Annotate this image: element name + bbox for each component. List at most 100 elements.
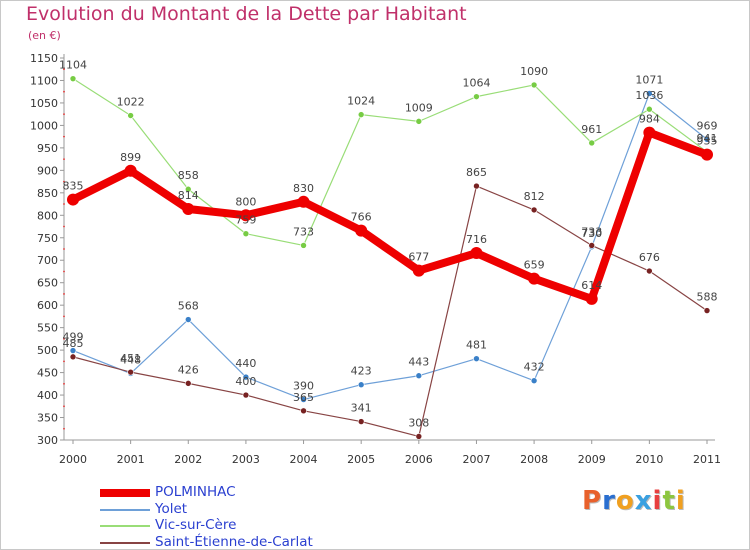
y-tick-label: 1150 bbox=[30, 52, 58, 65]
y-minor-tick bbox=[63, 360, 65, 363]
series-point-2 bbox=[473, 93, 480, 100]
data-label-3: 426 bbox=[178, 363, 199, 376]
data-label-0: 677 bbox=[408, 251, 429, 264]
data-label-3: 865 bbox=[466, 166, 487, 179]
data-label-0: 716 bbox=[466, 233, 487, 246]
y-minor-tick bbox=[63, 68, 65, 71]
y-tick-label: 550 bbox=[37, 322, 58, 335]
y-tick-label: 600 bbox=[37, 299, 58, 312]
series-point-0 bbox=[585, 292, 598, 305]
data-label-2: 1036 bbox=[635, 89, 663, 102]
data-label-1: 440 bbox=[235, 357, 256, 370]
x-tick-label: 2011 bbox=[693, 453, 721, 466]
y-minor-tick bbox=[63, 248, 65, 250]
legend-swatch bbox=[100, 541, 150, 544]
chart-title: Evolution du Montant de la Dette par Hab… bbox=[26, 3, 467, 25]
x-tick-label: 2009 bbox=[578, 453, 606, 466]
series-point-0 bbox=[528, 272, 541, 285]
series-line-0 bbox=[69, 128, 711, 303]
legend-label: Vic-sur-Cère bbox=[155, 517, 237, 533]
data-label-1: 481 bbox=[466, 339, 487, 352]
data-label-3: 588 bbox=[697, 291, 718, 304]
legend-label: POLMINHAC bbox=[155, 484, 236, 500]
data-label-0: 830 bbox=[293, 182, 314, 195]
series-point-0 bbox=[239, 209, 252, 222]
data-label-3: 400 bbox=[235, 375, 256, 388]
data-label-2: 1024 bbox=[347, 95, 375, 108]
y-tick-label: 650 bbox=[37, 277, 58, 290]
data-label-2: 1104 bbox=[59, 59, 87, 72]
data-label-1: 390 bbox=[293, 380, 314, 393]
y-tick-label: 400 bbox=[37, 389, 58, 402]
data-label-1: 499 bbox=[63, 331, 84, 344]
x-tick-label: 2001 bbox=[117, 453, 145, 466]
y-minor-tick bbox=[63, 337, 65, 340]
x-tick-label: 2000 bbox=[59, 453, 87, 466]
data-label-0: 614 bbox=[581, 279, 602, 292]
data-label-1: 1071 bbox=[635, 74, 663, 87]
x-tick-label: 2002 bbox=[174, 453, 202, 466]
series-point-3 bbox=[69, 353, 77, 361]
series-point-1 bbox=[703, 136, 711, 143]
data-label-0: 659 bbox=[524, 259, 545, 272]
data-label-2: 1090 bbox=[520, 65, 548, 78]
series-point-2 bbox=[184, 185, 192, 193]
data-label-0: 899 bbox=[120, 151, 141, 164]
x-tick-label: 2007 bbox=[462, 453, 490, 466]
brand-logo: Proxiti bbox=[582, 486, 686, 516]
data-label-3: 733 bbox=[581, 225, 602, 238]
y-tick-label: 750 bbox=[37, 232, 58, 245]
data-label-1: 730 bbox=[581, 227, 602, 240]
data-label-1: 423 bbox=[351, 365, 372, 378]
data-label-3: 676 bbox=[639, 251, 660, 264]
series-point-0 bbox=[470, 247, 483, 260]
series-point-1 bbox=[530, 377, 538, 384]
series-point-2 bbox=[530, 81, 538, 89]
y-minor-tick bbox=[63, 405, 65, 408]
series-point-3 bbox=[530, 206, 538, 214]
data-label-2: 961 bbox=[581, 123, 602, 136]
data-label-0: 935 bbox=[697, 135, 718, 148]
series-point-1 bbox=[357, 381, 365, 389]
series-point-3 bbox=[646, 267, 653, 275]
series-point-3 bbox=[588, 242, 596, 249]
data-label-2: 1009 bbox=[405, 101, 433, 114]
y-minor-tick bbox=[63, 90, 65, 93]
y-tick-label: 350 bbox=[37, 412, 58, 425]
series-point-2 bbox=[357, 111, 365, 118]
legend-swatch bbox=[100, 508, 150, 511]
y-tick-label: 850 bbox=[37, 187, 58, 200]
data-label-0: 835 bbox=[63, 180, 84, 193]
y-tick-label: 1050 bbox=[30, 97, 58, 110]
data-label-1: 969 bbox=[697, 119, 718, 132]
y-tick-label: 300 bbox=[37, 434, 58, 447]
series-line-1 bbox=[72, 92, 708, 401]
y-minor-tick bbox=[63, 113, 65, 116]
x-tick-label: 2008 bbox=[520, 453, 548, 466]
y-tick-label: 450 bbox=[37, 367, 58, 380]
series-point-3 bbox=[184, 380, 192, 387]
series-point-0 bbox=[297, 195, 310, 208]
y-tick-label: 500 bbox=[37, 344, 58, 357]
series-point-0 bbox=[355, 224, 368, 237]
series-point-2 bbox=[69, 75, 77, 82]
data-label-1: 448 bbox=[120, 353, 141, 366]
series-point-1 bbox=[415, 372, 423, 380]
data-label-3: 451 bbox=[120, 352, 141, 365]
data-label-2: 1064 bbox=[462, 77, 490, 90]
data-label-0: 800 bbox=[235, 195, 256, 208]
data-label-2: 759 bbox=[235, 214, 256, 227]
chart-axes: 300 350 400 450 500 550 600 650 700 750 800 850 900 9… bbox=[30, 52, 721, 466]
series-point-2 bbox=[646, 105, 653, 113]
y-minor-tick bbox=[63, 382, 65, 385]
x-tick-label: 2004 bbox=[290, 453, 318, 466]
series-point-2 bbox=[588, 139, 596, 147]
series-point-0 bbox=[701, 148, 713, 161]
data-label-1: 432 bbox=[524, 361, 545, 374]
data-label-0: 814 bbox=[178, 189, 199, 202]
series-point-3 bbox=[300, 407, 307, 415]
data-label-3: 341 bbox=[351, 402, 372, 415]
x-tick-label: 2005 bbox=[347, 453, 375, 466]
